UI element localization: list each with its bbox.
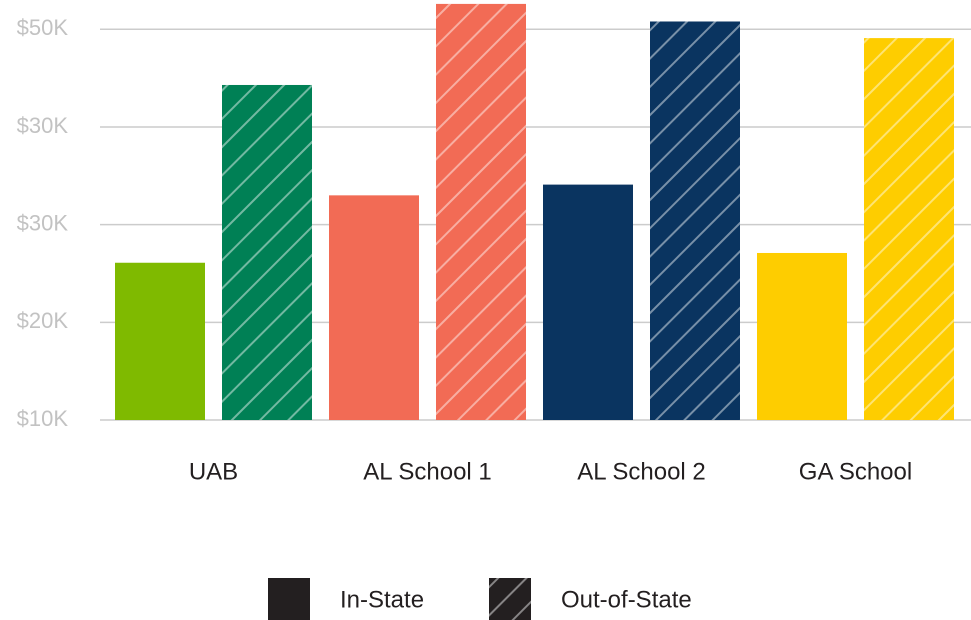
bar-hatch	[222, 84, 312, 420]
bar	[757, 252, 847, 420]
bar-hatch	[436, 3, 526, 420]
y-tick-label: $10K	[17, 406, 69, 431]
legend-label: In-State	[340, 586, 424, 613]
y-tick-label: $20K	[17, 308, 69, 333]
legend-swatch	[268, 578, 310, 620]
x-tick-label: AL School 1	[363, 458, 492, 485]
legend-hatch	[489, 578, 531, 620]
x-tick-label: AL School 2	[577, 458, 706, 485]
y-tick-label: $30K	[17, 113, 69, 138]
bar	[543, 184, 633, 420]
bar-hatch	[864, 38, 954, 421]
bar	[329, 195, 419, 420]
bar	[115, 262, 205, 420]
y-tick-label: $30K	[17, 210, 69, 235]
legend-label: Out-of-State	[561, 586, 692, 613]
x-tick-label: UAB	[189, 458, 238, 485]
bar-hatch	[650, 21, 740, 420]
x-tick-label: GA School	[799, 458, 912, 485]
y-tick-label: $50K	[17, 15, 69, 40]
